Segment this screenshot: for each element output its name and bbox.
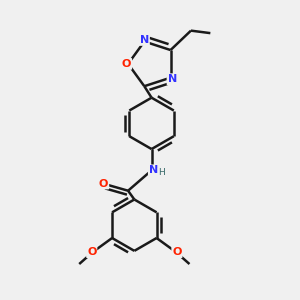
Text: O: O <box>87 247 96 257</box>
Text: H: H <box>158 168 165 177</box>
Text: N: N <box>167 74 177 84</box>
Text: O: O <box>99 178 108 188</box>
Text: N: N <box>140 35 149 45</box>
Text: O: O <box>122 59 131 69</box>
Text: O: O <box>172 247 182 257</box>
Text: N: N <box>149 165 158 176</box>
